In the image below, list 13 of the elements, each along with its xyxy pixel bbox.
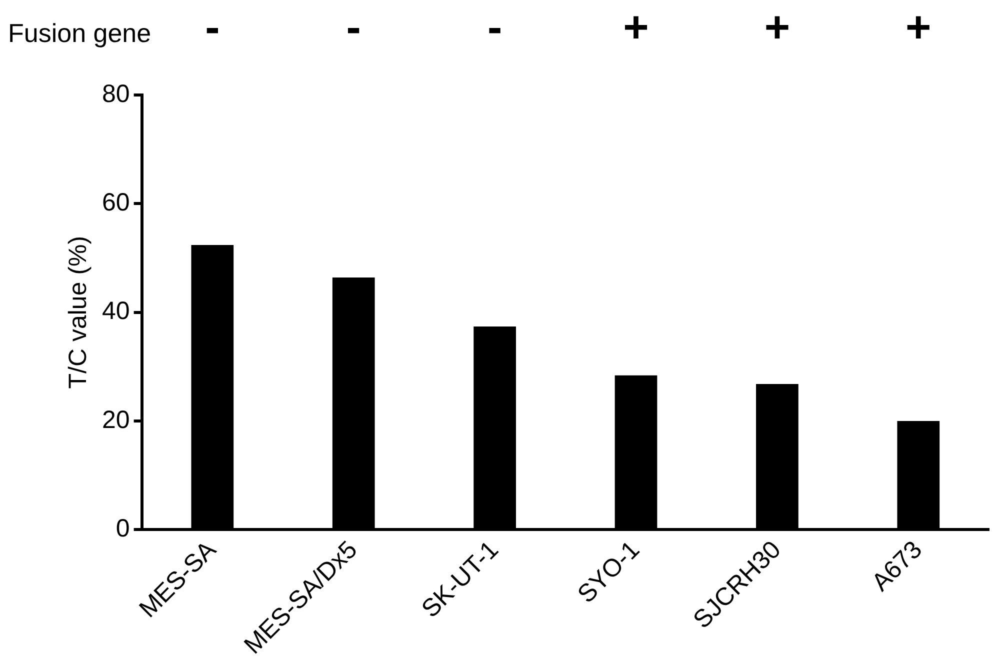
- y-tick-label: 20: [102, 406, 130, 434]
- text: Fusion gene: [8, 18, 152, 48]
- text: +: [623, 3, 649, 52]
- y-tick-label: 0: [116, 514, 130, 543]
- text: -: [205, 3, 220, 52]
- y-tick-label: 40: [102, 297, 130, 326]
- text: -: [487, 3, 502, 52]
- y-tick-label: 80: [102, 80, 130, 108]
- text: -: [346, 3, 361, 52]
- y-tick-label: 60: [102, 188, 130, 217]
- text: +: [764, 3, 790, 52]
- text: +: [906, 3, 932, 52]
- y-axis-title: T/C value (%): [64, 236, 92, 389]
